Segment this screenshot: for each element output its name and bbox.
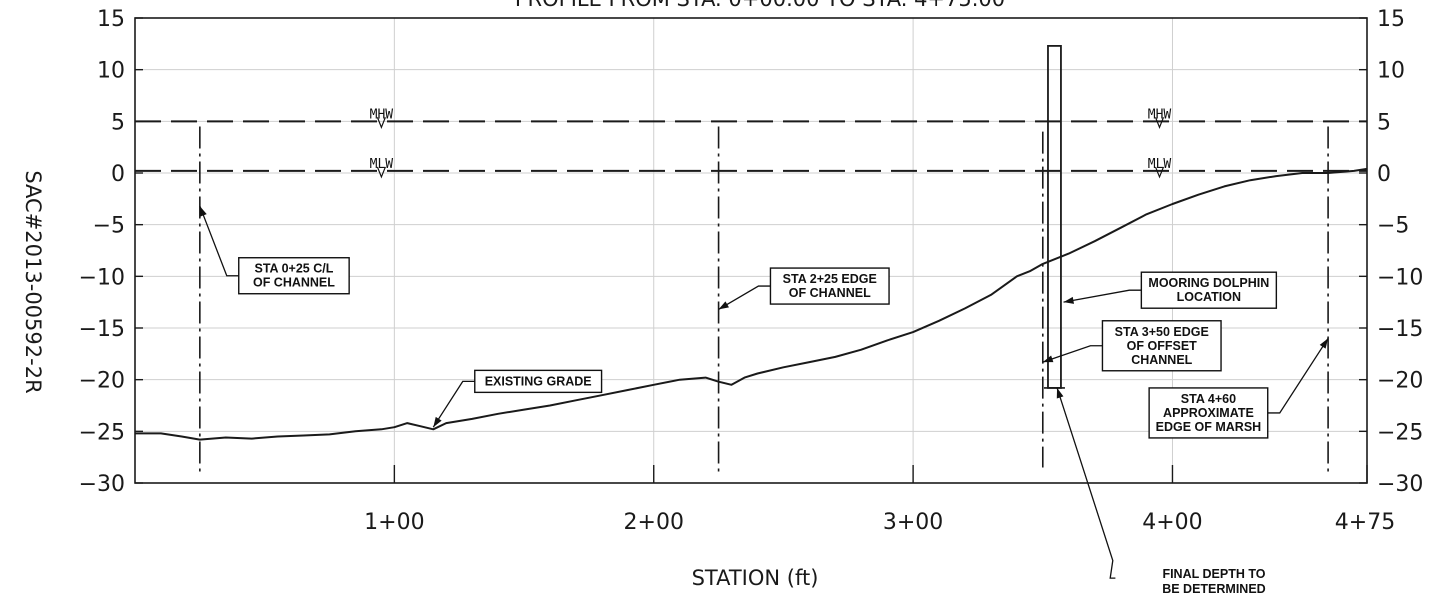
annotation-arrow-5 — [1319, 338, 1329, 349]
series-line-existing-grade — [135, 167, 1368, 441]
annotation-text-0-0: STA 0+25 C/L — [255, 262, 334, 276]
y-tick-label-left-0: 15 — [97, 7, 125, 32]
annotation-arrow-3 — [1063, 296, 1075, 304]
y-tick-label-left-6: −15 — [79, 317, 125, 342]
y-tick-label-right-5: −10 — [1377, 265, 1423, 290]
ref-label-mhw-1: MHW — [1148, 107, 1172, 122]
y-tick-label-right-7: −20 — [1377, 369, 1423, 394]
y-tick-label-left-4: −5 — [93, 214, 125, 239]
ref-label-caret-mhw-0 — [376, 117, 386, 129]
y-tick-label-left-1: 10 — [97, 59, 125, 84]
annotation-leader-2 — [432, 380, 475, 428]
annotation-text-5-0: STA 4+60 — [1181, 392, 1236, 406]
annotation-arrow-6 — [1056, 387, 1064, 399]
reference-lines: MHW MHW MLW MLW — [135, 107, 1367, 179]
annotation-text-4-0: STA 3+50 EDGE — [1115, 325, 1209, 339]
mooring-dolphin-rect — [1047, 45, 1062, 389]
x-tick-label-3: 4+00 — [1142, 510, 1202, 535]
annotation-box-0 — [238, 257, 350, 295]
annotation-leader-6 — [1056, 387, 1116, 579]
y-tick-label-right-8: −25 — [1377, 420, 1423, 445]
annotation-leader-0 — [199, 205, 239, 277]
y-tick-label-right-0: 15 — [1377, 7, 1405, 32]
ref-label-caret-mlw-0 — [376, 166, 386, 179]
x-tick-label-0: 1+00 — [364, 510, 424, 535]
annotation-0: STA 0+25 C/LOF CHANNEL — [199, 205, 350, 295]
annotation-arrow-2 — [433, 416, 442, 428]
x-tick-label-1: 2+00 — [624, 510, 684, 535]
annotation-text-3-0: MOORING DOLPHIN — [1148, 276, 1269, 290]
annotation-text-6-0: FINAL DEPTH TO — [1162, 567, 1265, 581]
ref-label-mlw-1: MLW — [1148, 157, 1172, 172]
y-tick-label-right-2: 5 — [1377, 110, 1391, 135]
y-tick-label-left-2: 5 — [111, 110, 125, 135]
annotation-2: EXISTING GRADE — [432, 369, 603, 428]
y-tick-label-left-3: 0 — [111, 162, 125, 187]
x-tick-label-4: 4+75 — [1335, 510, 1395, 535]
y-tick-label-right-3: 0 — [1377, 162, 1391, 187]
annotation-arrow-4 — [1042, 355, 1054, 363]
y-tick-label-left-7: −20 — [79, 369, 125, 394]
y-tick-label-right-4: −5 — [1377, 214, 1409, 239]
y-tick-label-right-9: −30 — [1377, 472, 1423, 497]
ref-label-caret-mhw-1 — [1154, 117, 1165, 129]
ref-label-mlw-0: MLW — [370, 157, 394, 172]
annotation-text-5-2: EDGE OF MARSH — [1156, 420, 1262, 434]
annotation-leader-1 — [718, 285, 771, 310]
annotation-text-1-1: OF CHANNEL — [789, 286, 871, 300]
axes: 15 15 10 10 5 5 0 0 −5 −5 −10 −10 −15 −15 −20 −20 −25 −25… — [79, 7, 1424, 535]
plot-frame — [134, 17, 1368, 484]
annotation-leader-4 — [1042, 345, 1103, 363]
y-tick-label-right-6: −15 — [1377, 317, 1423, 342]
station-markers — [199, 45, 1329, 473]
ref-label-caret-mlw-1 — [1154, 166, 1165, 179]
series-layer — [135, 167, 1368, 441]
annotation-text-0-1: OF CHANNEL — [253, 276, 335, 290]
y-axis-title: SAC#2013-00592-2R — [21, 170, 45, 393]
annotation-box-4 — [1101, 320, 1222, 372]
y-tick-label-left-8: −25 — [79, 420, 125, 445]
y-tick-label-right-1: 10 — [1377, 59, 1405, 84]
x-axis-title: STATION (ft) — [692, 566, 819, 590]
annotation-arrow-0 — [199, 206, 207, 217]
annotation-text-4-1: OF OFFSET — [1127, 339, 1198, 353]
annotation-text-4-2: CHANNEL — [1131, 353, 1192, 367]
y-tick-label-left-9: −30 — [79, 472, 125, 497]
annotation-text-5-1: APPROXIMATE — [1163, 406, 1254, 420]
chart-title: PROFILE FROM STA. 0+00.00 TO STA. 4+75.0… — [515, 0, 1005, 11]
annotation-box-3 — [1140, 271, 1278, 309]
annotation-text-6-1: BE DETERMINED — [1162, 582, 1265, 596]
annotation-text-3-1: LOCATION — [1177, 290, 1241, 304]
annotation-text-2-0: EXISTING GRADE — [485, 374, 592, 388]
ref-label-mhw-0: MHW — [370, 107, 394, 122]
annotation-leader-3 — [1063, 289, 1142, 303]
x-tick-label-2: 3+00 — [883, 510, 943, 535]
annotation-arrow-1 — [718, 301, 729, 310]
y-tick-label-left-5: −10 — [79, 265, 125, 290]
annotation-box-5 — [1148, 387, 1269, 439]
annotation-leader-5 — [1267, 337, 1329, 414]
annotation-text-1-0: STA 2+25 EDGE — [783, 272, 877, 286]
